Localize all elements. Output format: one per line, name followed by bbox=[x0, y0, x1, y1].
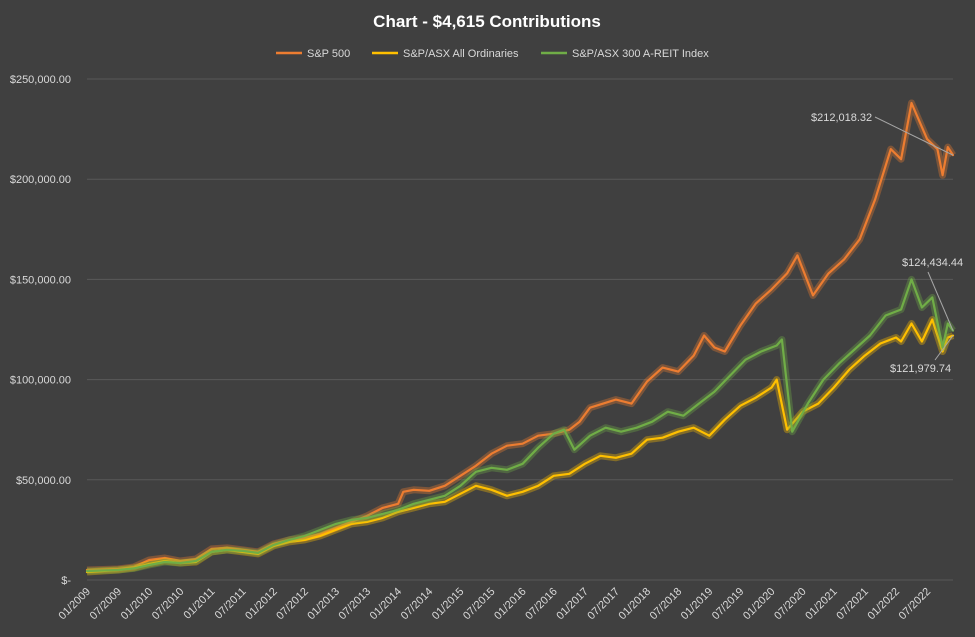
y-tick-label: $200,000.00 bbox=[10, 174, 71, 186]
x-tick-label: 01/2010 bbox=[119, 586, 156, 623]
x-tick-label: 07/2009 bbox=[88, 586, 125, 623]
annotation-leader bbox=[934, 335, 954, 361]
series-glow-s-p-asx-300-a-reit-index bbox=[86, 275, 956, 575]
x-tick-label: 01/2020 bbox=[741, 586, 778, 623]
x-tick-label: 01/2011 bbox=[182, 586, 218, 622]
x-tick-label: 01/2018 bbox=[617, 586, 654, 623]
x-tick-label: 07/2017 bbox=[585, 586, 622, 623]
chart-legend: S&P 500 S&P/ASX All Ordinaries S&P/ASX 300… bbox=[276, 48, 709, 60]
x-axis: 01/200907/200901/201007/201001/201107/20… bbox=[57, 586, 934, 623]
x-tick-label: 07/2015 bbox=[461, 586, 498, 623]
chart-annotations: $212,018.32 $124,434.44 $121,979.74 bbox=[811, 112, 963, 375]
series-line-s-p-asx-300-a-reit-index bbox=[85, 278, 955, 573]
x-tick-label: 07/2021 bbox=[834, 586, 871, 623]
series-line-s-p-500 bbox=[85, 101, 955, 572]
x-tick-label: 07/2011 bbox=[213, 586, 249, 622]
x-tick-label: 07/2022 bbox=[897, 586, 934, 623]
y-tick-label: $150,000.00 bbox=[10, 274, 71, 286]
annotation-leader bbox=[927, 271, 954, 331]
x-tick-label: 01/2016 bbox=[492, 586, 529, 623]
annotation-label: $212,018.32 bbox=[811, 112, 872, 124]
x-tick-label: 01/2015 bbox=[430, 586, 467, 623]
x-tick-label: 01/2014 bbox=[368, 586, 405, 623]
chart-series bbox=[85, 99, 956, 576]
x-tick-label: 07/2018 bbox=[648, 586, 685, 623]
legend-label: S&P 500 bbox=[307, 48, 350, 60]
x-tick-label: 01/2022 bbox=[865, 586, 902, 623]
x-tick-label: 07/2020 bbox=[772, 586, 809, 623]
series-glow-s-p-500 bbox=[86, 99, 956, 574]
x-tick-label: 01/2021 bbox=[803, 586, 840, 623]
y-tick-label: $100,000.00 bbox=[10, 375, 71, 387]
x-tick-label: 01/2013 bbox=[305, 586, 342, 623]
x-tick-label: 01/2019 bbox=[679, 586, 716, 623]
y-tick-label: $- bbox=[61, 575, 71, 587]
x-tick-label: 07/2014 bbox=[399, 586, 436, 623]
x-tick-label: 01/2009 bbox=[57, 586, 94, 623]
y-axis: $- $50,000.00 $100,000.00 $150,000.00 $200,0… bbox=[10, 74, 72, 587]
y-tick-label: $50,000.00 bbox=[16, 475, 71, 487]
x-tick-label: 07/2016 bbox=[523, 586, 560, 623]
annotation-label: $124,434.44 bbox=[902, 257, 963, 269]
x-tick-label: 01/2017 bbox=[554, 586, 591, 623]
y-tick-label: $250,000.00 bbox=[10, 74, 71, 86]
x-tick-label: 07/2013 bbox=[337, 586, 374, 623]
annotation-label: $121,979.74 bbox=[890, 363, 951, 375]
chart-title: Chart - $4,615 Contributions bbox=[373, 12, 601, 31]
x-tick-label: 07/2019 bbox=[710, 586, 747, 623]
legend-label: S&P/ASX All Ordinaries bbox=[403, 48, 519, 60]
x-tick-label: 07/2010 bbox=[150, 586, 187, 623]
chart-gridlines bbox=[87, 78, 953, 581]
annotation-leader bbox=[874, 116, 954, 156]
x-tick-label: 07/2012 bbox=[274, 586, 311, 623]
x-tick-label: 01/2012 bbox=[243, 586, 280, 623]
legend-label: S&P/ASX 300 A-REIT Index bbox=[572, 48, 709, 60]
